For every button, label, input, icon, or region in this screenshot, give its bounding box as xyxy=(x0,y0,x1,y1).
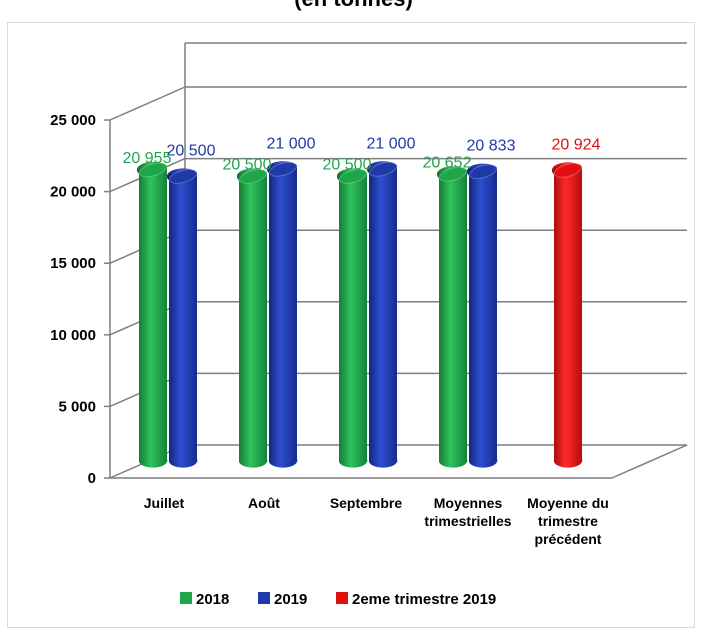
bar xyxy=(266,161,298,468)
legend-entry: 2018 xyxy=(196,591,229,608)
legend-entry: 2019 xyxy=(274,591,307,608)
data-label: 20 924 xyxy=(552,136,601,153)
y-tick-label: 5 000 xyxy=(58,398,96,415)
bar-top xyxy=(438,166,468,182)
data-label: 20 652 xyxy=(423,154,472,171)
y-tick-label: 0 xyxy=(88,470,96,487)
legend-swatch xyxy=(180,592,192,604)
bar-top xyxy=(168,169,198,184)
data-label: 20 833 xyxy=(467,138,516,155)
chart-title: (en tonnes) xyxy=(0,0,707,12)
data-label: 21 000 xyxy=(267,135,316,152)
bar xyxy=(166,168,198,468)
y-tick-label: 15 000 xyxy=(50,255,96,272)
x-tick-label: Juillet xyxy=(144,495,185,511)
bar-top xyxy=(138,162,168,178)
bar-top xyxy=(368,161,398,177)
bar-top xyxy=(268,161,298,177)
floor-edge xyxy=(611,444,688,479)
x-tick-label: Août xyxy=(248,495,280,511)
x-tick-label: trimestrielles xyxy=(424,513,511,529)
bar-top xyxy=(468,164,498,180)
x-tick-label: trimestre xyxy=(538,513,598,529)
x-tick-label: Septembre xyxy=(330,495,403,511)
bar-top xyxy=(553,162,583,178)
data-label: 20 955 xyxy=(123,150,172,167)
y-tick-label: 20 000 xyxy=(50,184,96,201)
data-label: 20 500 xyxy=(223,156,272,173)
legend-swatch xyxy=(258,592,270,604)
legend-swatch xyxy=(336,592,348,604)
x-tick-label: Moyenne du xyxy=(527,495,609,511)
legend-entry: 2eme trimestre 2019 xyxy=(352,591,496,608)
y-axis: 0 5 000 10 000 15 000 20 000 25 000 xyxy=(50,112,688,487)
bars xyxy=(136,161,583,468)
bar xyxy=(136,161,168,468)
bar xyxy=(366,161,398,468)
bar-top xyxy=(338,169,368,184)
x-tick-label: précédent xyxy=(535,531,602,547)
data-label: 21 000 xyxy=(367,135,416,152)
gridline-depth xyxy=(109,86,186,121)
data-label: 20 500 xyxy=(323,156,372,173)
bar xyxy=(236,168,268,468)
bar xyxy=(436,166,468,468)
bar-top xyxy=(238,169,268,184)
x-tick-label: Moyennes xyxy=(434,495,503,511)
bar xyxy=(336,168,368,468)
y-tick-label: 25 000 xyxy=(50,112,96,129)
bar xyxy=(551,162,583,468)
y-tick-label: 10 000 xyxy=(50,327,96,344)
bar xyxy=(466,163,498,468)
data-label: 20 500 xyxy=(167,142,216,159)
x-axis-labels: Juillet Août Septembre Moyennes trimestriell… xyxy=(144,495,609,547)
legend: 2018 2019 2eme trimestre 2019 xyxy=(180,591,496,608)
